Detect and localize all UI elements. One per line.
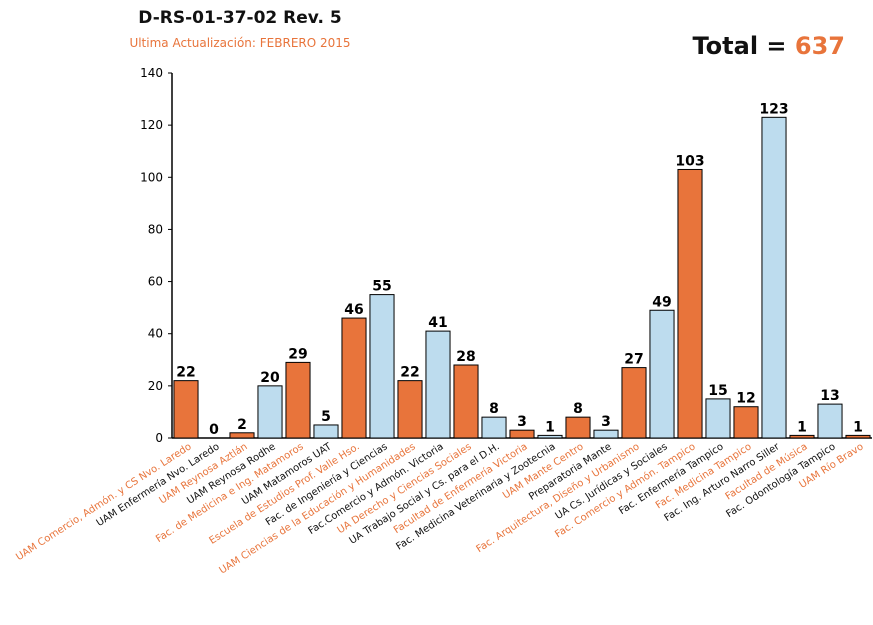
y-tick-label: 120 (140, 118, 163, 132)
total-readout: Total = 637 (693, 32, 846, 60)
bar (705, 398, 731, 439)
bar (425, 330, 451, 439)
bar-value-label: 22 (176, 365, 195, 381)
total-label: Total = (692, 32, 795, 60)
bar (481, 416, 507, 439)
bars (173, 116, 871, 439)
bar-value-label: 49 (652, 294, 671, 310)
bar-value-label: 1 (853, 419, 863, 435)
bar-value-label: 1 (797, 419, 807, 435)
bar (509, 429, 535, 439)
y-tick-label: 40 (148, 327, 163, 341)
x-tick-labels: UAM Comercio, Admón. y CS Nvo. LaredoUAM… (14, 440, 866, 576)
bar-value-label: 0 (209, 422, 219, 438)
bar (257, 385, 283, 439)
bar (453, 364, 479, 439)
bar (397, 380, 423, 439)
bar (285, 361, 311, 439)
bar-value-label: 27 (624, 352, 643, 368)
bar (341, 317, 367, 439)
bar-value-label: 46 (344, 302, 363, 318)
bar-value-label: 28 (456, 349, 475, 365)
chart-subtitle: Ultima Actualización: FEBRERO 2015 (129, 36, 351, 50)
y-tick-label: 140 (140, 66, 163, 80)
bar (761, 116, 787, 439)
bar-value-label: 5 (321, 409, 331, 425)
bar (313, 424, 339, 439)
bar (229, 432, 255, 439)
bar-value-label: 20 (260, 370, 280, 386)
bar-value-label: 41 (428, 315, 447, 331)
bar-value-label: 12 (736, 391, 755, 407)
bar-value-label: 3 (517, 414, 527, 430)
bar (369, 294, 395, 439)
y-tick-label: 60 (148, 275, 163, 289)
bar-value-label: 2 (237, 417, 247, 433)
total-value: 637 (794, 32, 845, 60)
bar (649, 309, 675, 439)
bar (593, 429, 619, 439)
bar-value-label: 22 (400, 365, 419, 381)
bar-value-label: 103 (675, 153, 704, 169)
bar (621, 367, 647, 439)
bar-value-label: 13 (820, 388, 839, 404)
bar-value-label: 29 (288, 346, 307, 362)
bar-value-label: 8 (489, 401, 499, 417)
bar (537, 434, 563, 439)
bar-value-label: 8 (573, 401, 583, 417)
y-tick-label: 20 (148, 379, 163, 393)
bar-value-label: 55 (372, 279, 391, 295)
bar (733, 406, 759, 439)
y-tick-label: 0 (155, 431, 163, 445)
bar (677, 168, 703, 439)
bar-value-label: 3 (601, 414, 611, 430)
chart-title: D-RS-01-37-02 Rev. 5 (138, 8, 342, 28)
bar-value-label: 1 (545, 419, 555, 435)
bar (817, 403, 843, 439)
y-tick-label: 100 (140, 170, 163, 184)
bar (845, 434, 871, 439)
bar (565, 416, 591, 439)
bar (173, 380, 199, 439)
bar (789, 434, 815, 439)
y-tick-label: 80 (148, 222, 163, 236)
bar-value-label: 123 (759, 101, 788, 117)
bar-value-label: 15 (708, 383, 727, 399)
